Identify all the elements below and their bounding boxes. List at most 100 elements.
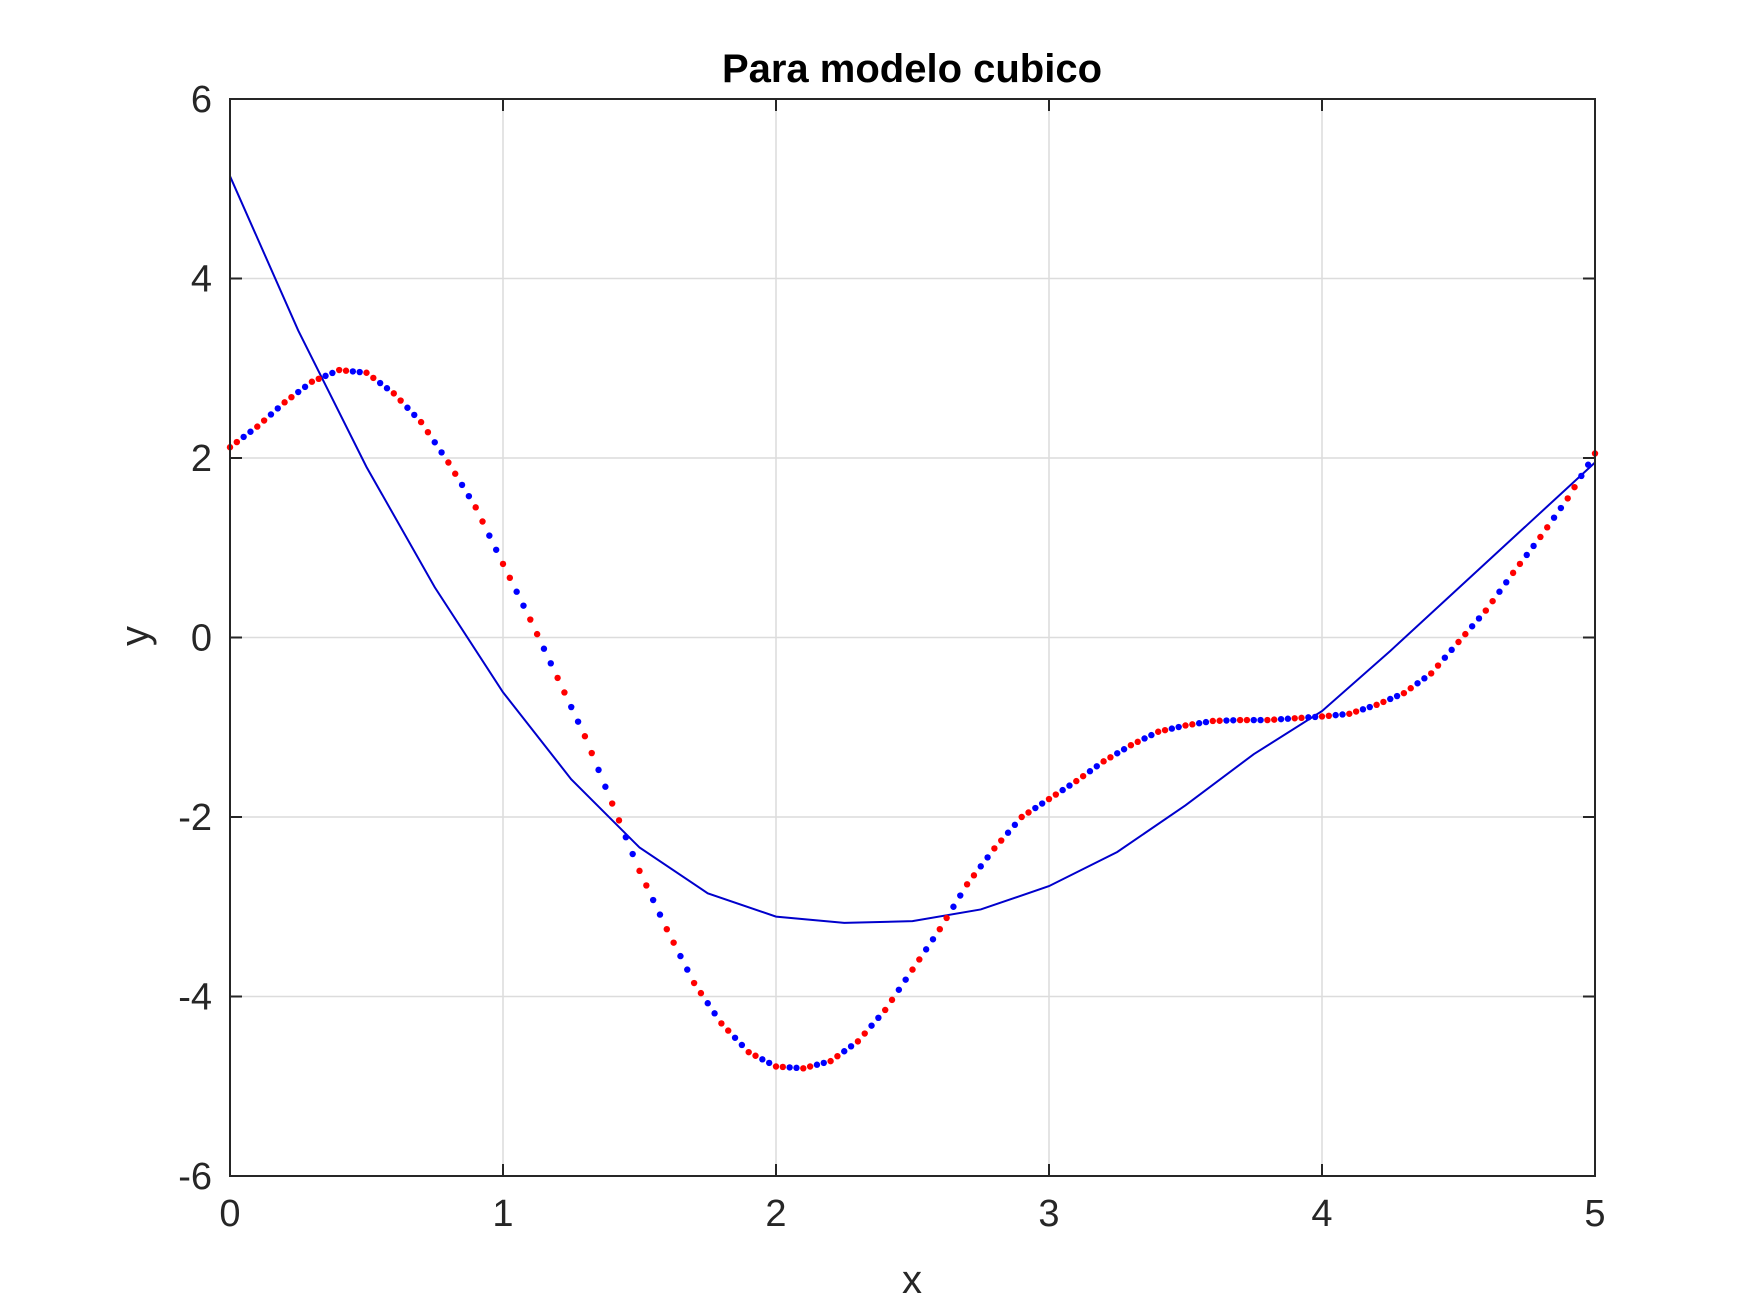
data-point-blue: [977, 863, 984, 870]
data-point-blue: [1059, 786, 1066, 794]
data-point-red: [806, 1063, 814, 1070]
data-point-blue: [677, 952, 684, 960]
data-point-red: [1400, 689, 1408, 697]
data-point-red: [370, 374, 377, 382]
data-point-red: [472, 504, 479, 511]
data-point-red: [1489, 597, 1496, 605]
data-point-red: [1264, 716, 1271, 724]
y-tick-label: 2: [191, 438, 212, 480]
data-point-blue: [1066, 782, 1073, 789]
data-point-blue: [247, 428, 254, 435]
data-point-blue: [602, 783, 609, 790]
data-point-red: [506, 574, 514, 582]
data-point-red: [882, 1006, 889, 1014]
data-point-red: [1052, 791, 1060, 798]
data-point-red: [1318, 713, 1326, 720]
y-axis-label: y: [113, 626, 157, 646]
data-point-blue: [902, 976, 909, 983]
data-point-red: [1571, 483, 1578, 491]
data-point-blue: [1503, 579, 1510, 586]
data-point-blue: [1223, 717, 1230, 724]
data-point-blue: [875, 1014, 882, 1022]
data-point-red: [1045, 795, 1053, 803]
data-point-blue: [349, 368, 357, 375]
data-point-blue: [1387, 695, 1394, 703]
data-point-blue: [513, 588, 520, 595]
data-point-red: [260, 417, 268, 424]
data-point-blue: [574, 718, 582, 725]
data-point-red: [1380, 698, 1387, 706]
data-point-blue: [1523, 551, 1530, 559]
data-point-blue: [1441, 654, 1449, 661]
x-axis-label: x: [902, 1258, 922, 1302]
y-tick-label: -6: [178, 1156, 212, 1198]
data-point-red: [363, 369, 370, 376]
data-point-red: [888, 996, 896, 1004]
data-point-blue: [267, 411, 275, 418]
data-point-red: [1544, 524, 1551, 531]
data-point-blue: [813, 1061, 821, 1068]
data-point-red: [718, 1020, 725, 1027]
data-point-blue: [1496, 588, 1503, 595]
data-point-red: [1537, 533, 1544, 541]
data-point-red: [1291, 715, 1298, 722]
data-point-red: [800, 1065, 807, 1072]
data-point-red: [445, 459, 452, 466]
data-point-blue: [684, 966, 691, 973]
data-point-blue: [738, 1041, 746, 1049]
data-point-blue: [383, 385, 391, 392]
data-point-blue: [492, 546, 500, 553]
data-point-blue: [1175, 723, 1182, 731]
data-point-blue: [1148, 731, 1155, 739]
y-tick-label: -2: [178, 797, 212, 839]
x-tick-label: 0: [219, 1193, 240, 1235]
data-point-blue: [1421, 675, 1428, 682]
data-point-blue: [1311, 713, 1319, 721]
data-point-red: [1434, 662, 1442, 669]
data-point-blue: [1530, 542, 1537, 550]
x-tick-label: 1: [492, 1193, 513, 1235]
data-point-blue: [1366, 703, 1373, 711]
data-point-red: [1182, 722, 1189, 729]
data-point-blue: [868, 1022, 875, 1029]
data-point-red: [772, 1063, 780, 1070]
data-point-red: [1243, 716, 1251, 724]
data-point-red: [1564, 495, 1571, 502]
data-point-red: [1155, 728, 1162, 735]
data-point-red: [970, 872, 978, 879]
data-point-red: [1516, 560, 1524, 568]
data-point-blue: [1004, 829, 1012, 836]
data-point-red: [254, 423, 261, 430]
data-point-blue: [1086, 768, 1094, 775]
data-point-red: [1325, 712, 1333, 720]
data-point-red: [1298, 714, 1305, 722]
data-point-red: [417, 418, 425, 426]
data-point-blue: [847, 1043, 855, 1050]
data-point-blue: [1414, 680, 1421, 687]
data-point-red: [1018, 813, 1025, 821]
data-point-red: [936, 925, 943, 933]
data-point-blue: [656, 911, 664, 918]
data-point-red: [1373, 701, 1380, 709]
y-tick-label: 0: [191, 618, 212, 660]
data-point-blue: [1011, 821, 1019, 829]
data-point-red: [854, 1038, 862, 1045]
data-point-blue: [841, 1048, 848, 1055]
data-point-blue: [356, 368, 363, 376]
data-point-blue: [411, 411, 418, 419]
data-point-blue: [568, 703, 575, 711]
data-point-blue: [1032, 804, 1039, 812]
data-point-red: [1134, 738, 1141, 746]
data-point-red: [1025, 809, 1032, 816]
chart-title: Para modelo cubico: [722, 47, 1102, 91]
data-point-blue: [520, 602, 527, 609]
data-point-red: [1271, 716, 1278, 723]
x-tick-label: 3: [1038, 1193, 1059, 1235]
data-point-red: [342, 367, 350, 374]
data-point-red: [1428, 670, 1435, 677]
data-point-red: [1107, 754, 1114, 761]
data-point-blue: [1284, 715, 1292, 722]
data-point-red: [1236, 716, 1244, 724]
data-point-red: [745, 1048, 752, 1056]
